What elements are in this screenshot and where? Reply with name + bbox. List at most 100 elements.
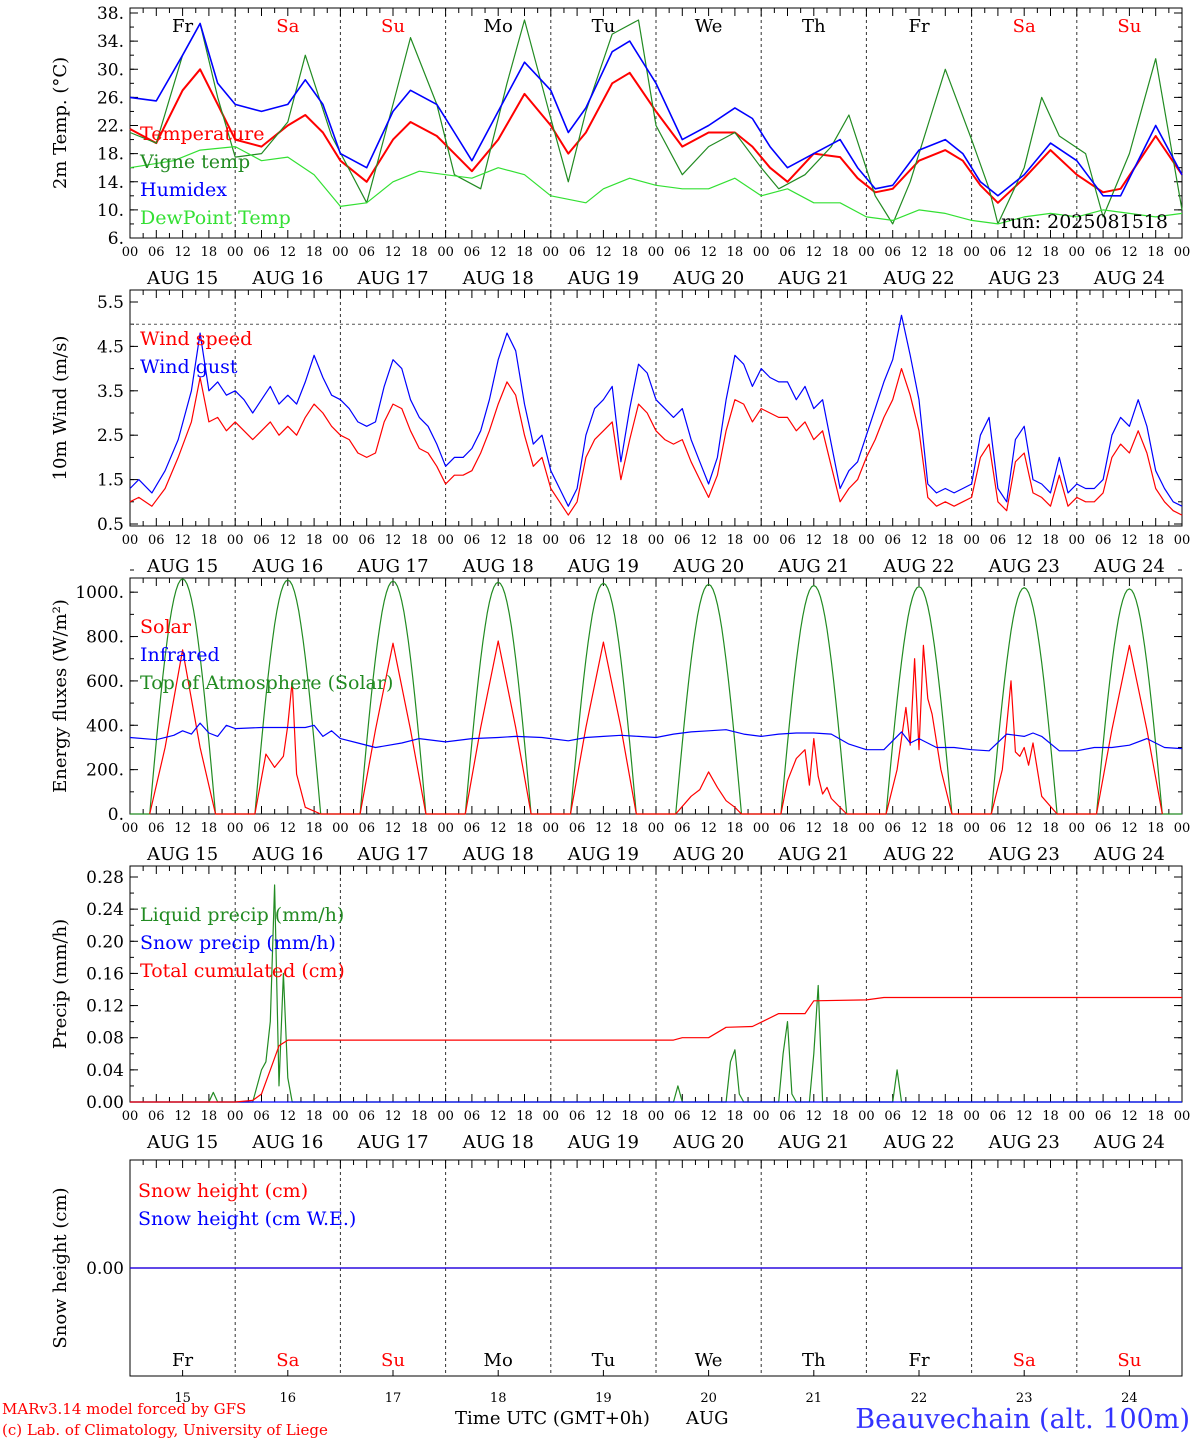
hour-tick-label: 18 <box>1042 533 1059 548</box>
series-line-humidex <box>129 22 1183 197</box>
hour-tick-label: 18 <box>937 1109 954 1124</box>
y-tick-label: 2.5 <box>97 426 124 446</box>
hour-tick-label: 06 <box>569 821 586 836</box>
weekday-label: Sa <box>1013 1350 1036 1371</box>
day-number-label: 23 <box>1016 1391 1033 1406</box>
date-label: AUG 21 <box>777 268 849 289</box>
hour-tick-label: 12 <box>1121 1109 1138 1124</box>
hour-tick-label: 00 <box>543 821 560 836</box>
hour-tick-label: 06 <box>779 821 796 836</box>
hour-tick-label: 00 <box>753 245 770 260</box>
weekday-label: Fr <box>908 1350 929 1371</box>
hour-tick-label: 00 <box>753 821 770 836</box>
series-line-wind-speed <box>129 368 1183 516</box>
hour-tick-label: 12 <box>490 1109 507 1124</box>
date-label: AUG 15 <box>146 556 218 577</box>
weekday-label: Th <box>802 16 826 37</box>
date-label: AUG 18 <box>462 268 534 289</box>
day-number-label: 16 <box>280 1391 297 1406</box>
hour-tick-label: 00 <box>1174 245 1191 260</box>
y-tick-label: 1000. <box>75 583 124 603</box>
hour-tick-label: 06 <box>148 245 165 260</box>
hour-tick-label: 18 <box>1147 245 1164 260</box>
hour-tick-label: 00 <box>1174 821 1191 836</box>
hour-tick-label: 06 <box>464 245 481 260</box>
hour-tick-label: 06 <box>358 533 375 548</box>
hour-tick-label: 18 <box>832 1109 849 1124</box>
hour-tick-label: 00 <box>963 1109 980 1124</box>
month-label: AUG <box>685 1408 729 1429</box>
hour-tick-label: 18 <box>411 245 428 260</box>
weekday-label: Su <box>1117 16 1141 37</box>
hour-tick-label: 00 <box>753 533 770 548</box>
hour-tick-label: 00 <box>332 821 349 836</box>
hour-tick-label: 06 <box>674 245 691 260</box>
hour-tick-label: 06 <box>464 533 481 548</box>
hour-tick-label: 00 <box>437 245 454 260</box>
date-label: AUG 22 <box>882 268 954 289</box>
hour-tick-label: 00 <box>543 1109 560 1124</box>
hour-tick-label: 12 <box>280 533 297 548</box>
hour-tick-label: 18 <box>516 245 533 260</box>
series-line-total-cumulated-cm- <box>130 996 1182 1103</box>
weekday-label: Su <box>1117 1350 1141 1371</box>
legend-entry: Liquid precip (mm/h) <box>140 904 344 926</box>
legend-entry: Total cumulated (cm) <box>140 960 345 982</box>
date-label: AUG 17 <box>356 556 428 577</box>
date-label: AUG 24 <box>1093 1132 1165 1153</box>
hour-tick-label: 12 <box>174 821 191 836</box>
hour-tick-label: 18 <box>306 821 323 836</box>
y-tick-label: 5.5 <box>97 293 124 313</box>
hour-tick-label: 06 <box>358 1109 375 1124</box>
station-name: Beauvechain (alt. 100m) <box>855 1404 1190 1435</box>
hour-tick-label: 18 <box>1042 245 1059 260</box>
hour-tick-label: 18 <box>306 1109 323 1124</box>
legend-entry: Vigne temp <box>139 151 250 173</box>
weekday-label: We <box>695 16 723 37</box>
panel-3: 1000. 800. 600. 400. 200. 0. Energy fluxes (W/… <box>50 569 1191 865</box>
hour-tick-label: 12 <box>385 821 402 836</box>
hour-tick-label: 06 <box>253 1109 270 1124</box>
y-tick-label: 4.5 <box>97 337 124 357</box>
hour-tick-label: 00 <box>122 533 139 548</box>
legend-entry: DewPoint Temp <box>140 207 291 229</box>
weekday-label: Tu <box>592 16 616 37</box>
weekday-label: Sa <box>1013 16 1036 37</box>
y-tick-label: 6. <box>108 229 124 249</box>
hour-tick-label: 18 <box>937 245 954 260</box>
date-label: AUG 17 <box>356 1132 428 1153</box>
hour-tick-label: 18 <box>306 533 323 548</box>
hour-tick-label: 06 <box>779 533 796 548</box>
hour-tick-label: 12 <box>490 245 507 260</box>
y-tick-label: 0.00 <box>86 1093 124 1113</box>
hour-tick-label: 00 <box>437 1109 454 1124</box>
date-label: AUG 17 <box>356 268 428 289</box>
hour-tick-label: 18 <box>621 821 638 836</box>
hour-tick-label: 06 <box>569 533 586 548</box>
hour-tick-label: 06 <box>990 821 1007 836</box>
hour-tick-label: 12 <box>1016 533 1033 548</box>
hour-tick-label: 06 <box>990 533 1007 548</box>
hour-tick-label: 18 <box>832 821 849 836</box>
date-label: AUG 23 <box>988 1132 1060 1153</box>
hour-tick-label: 06 <box>253 533 270 548</box>
date-label: AUG 20 <box>672 268 744 289</box>
date-label: AUG 20 <box>672 844 744 865</box>
hour-tick-label: 18 <box>937 533 954 548</box>
panel-4: 0.28 0.24 0.20 0.16 0.12 0.08 0.04 0.00 Precip (… <box>50 865 1190 1153</box>
weekday-label: Tu <box>592 1350 616 1371</box>
hour-tick-label: 12 <box>1016 821 1033 836</box>
date-label: AUG 23 <box>988 844 1060 865</box>
hour-tick-label: 12 <box>806 533 823 548</box>
day-number-label: 24 <box>1121 1391 1138 1406</box>
hour-tick-label: 00 <box>122 821 139 836</box>
hour-tick-label: 00 <box>963 245 980 260</box>
series-line-solar <box>149 640 1163 815</box>
run-label: run: 2025081518 <box>1001 211 1168 233</box>
hour-tick-label: 00 <box>543 245 560 260</box>
date-label: AUG 21 <box>777 556 849 577</box>
hour-tick-label: 00 <box>648 1109 665 1124</box>
hour-tick-label: 06 <box>253 821 270 836</box>
hour-tick-label: 00 <box>1069 1109 1086 1124</box>
hour-tick-label: 00 <box>648 245 665 260</box>
